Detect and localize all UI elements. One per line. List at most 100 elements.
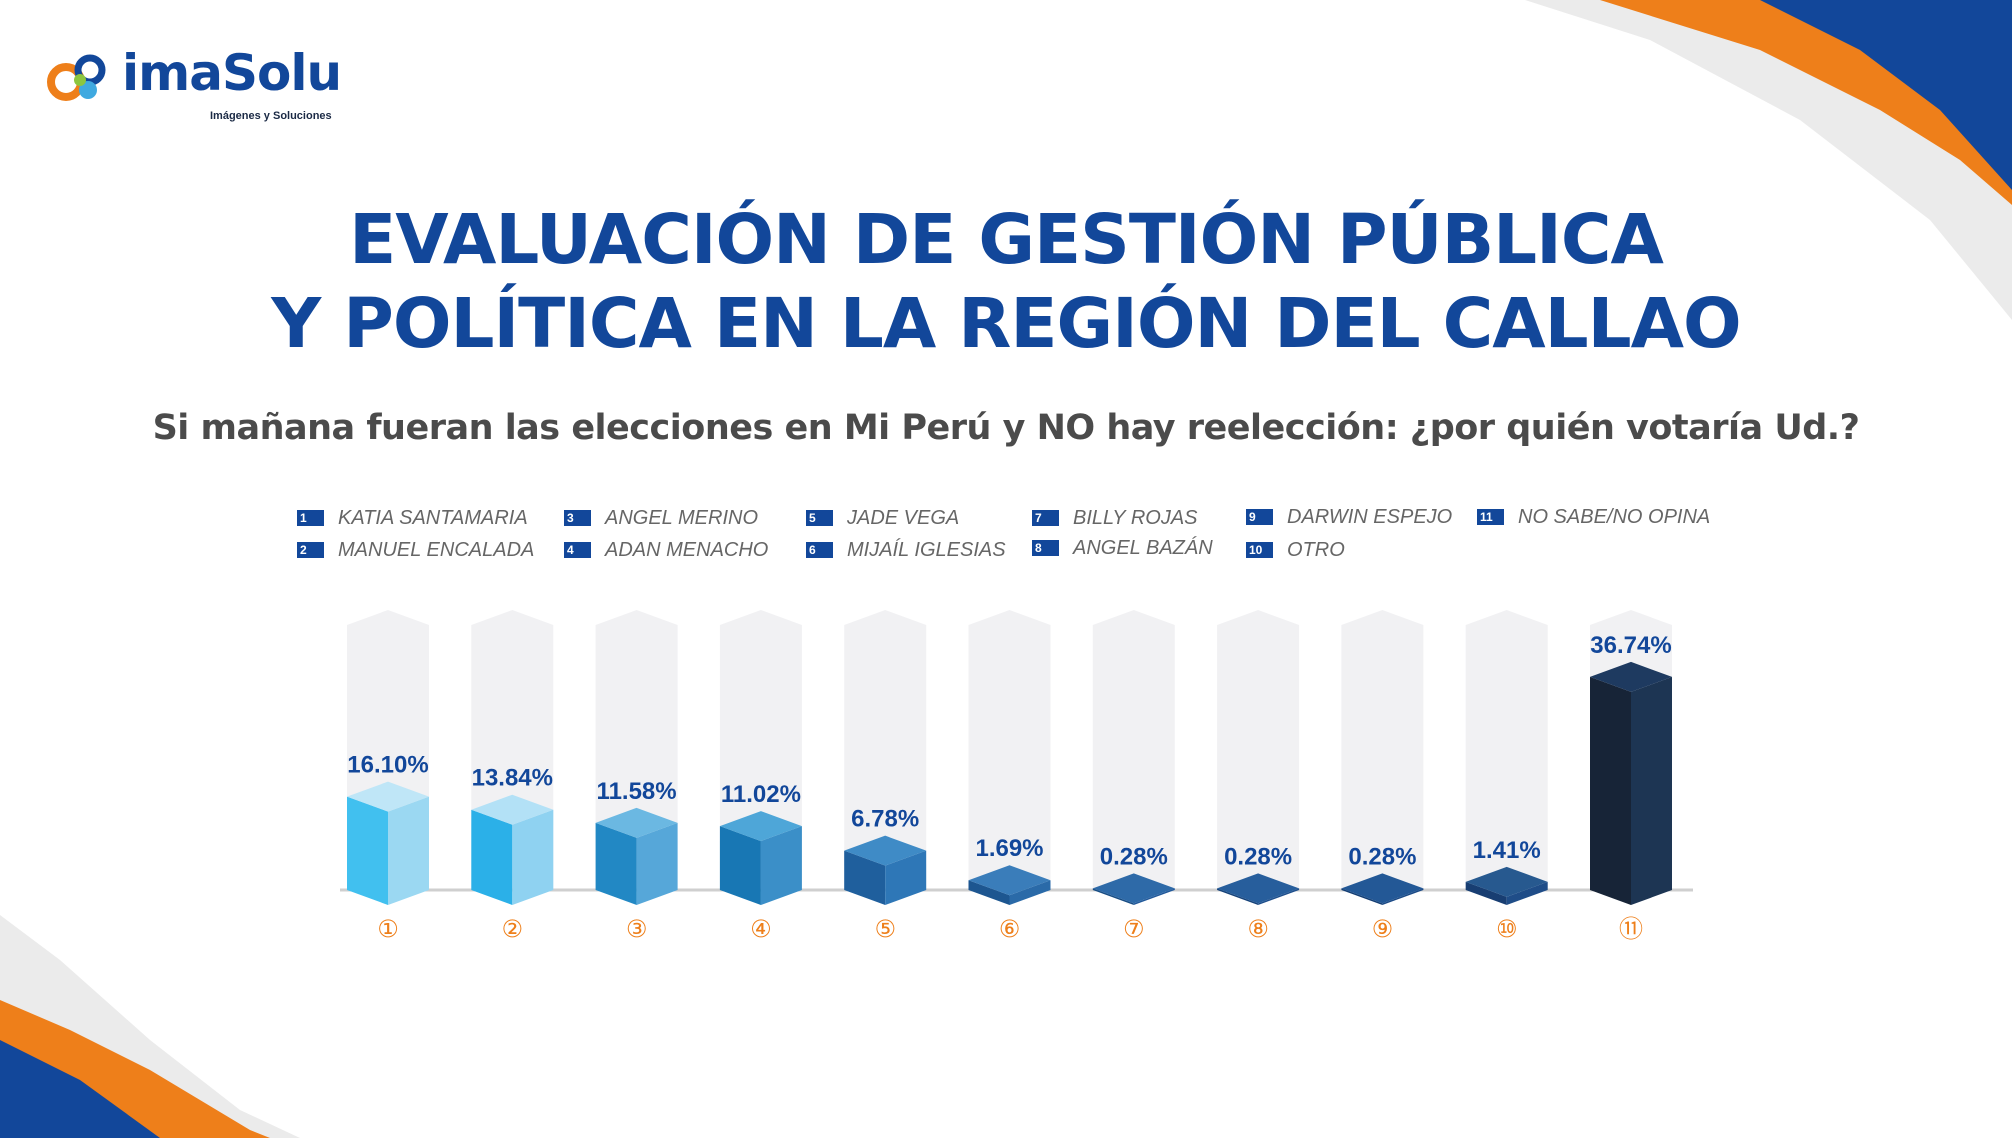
bar-front-face [1341, 888, 1383, 905]
legend-number-badge: 10 [1246, 542, 1273, 558]
bar-side-face [1009, 880, 1051, 905]
page-title: EVALUACIÓN DE GESTIÓN PÚBLICA Y POLÍTICA… [0, 198, 2012, 366]
category-label: ③ [626, 915, 648, 943]
bar-value-label: 36.74% [1590, 632, 1671, 659]
category-label: ② [502, 915, 524, 943]
bar-front-face [595, 822, 637, 905]
category-label: ⑤ [874, 915, 896, 943]
legend-item: 8 ANGEL BAZÁN [1032, 537, 1213, 559]
legend-label: OTRO [1287, 538, 1345, 561]
bar-top-face [347, 781, 429, 812]
bar-side-face [636, 822, 678, 905]
legend-number-badge: 5 [806, 510, 833, 526]
bar-front-face [1590, 676, 1631, 905]
legend-label: BILLY ROJAS [1073, 506, 1198, 529]
category-label: ⑩ [1496, 915, 1518, 943]
bar-side-face [512, 809, 554, 905]
bar-value-label: 0.28% [1100, 843, 1168, 870]
bar-front-face [347, 796, 388, 905]
legend-label: KATIA SANTAMARIA [338, 506, 528, 529]
title-line-1: EVALUACIÓN DE GESTIÓN PÚBLICA [349, 200, 1664, 280]
legend-number-badge: 9 [1246, 509, 1273, 525]
legend-item: 6 MIJAÍL IGLESIAS [806, 539, 1006, 561]
legend-number-badge: 3 [564, 510, 591, 526]
bar-front-face [1217, 888, 1259, 905]
bar-value-label: 13.84% [472, 765, 553, 792]
bar-front-face [1465, 881, 1507, 905]
legend-item: 9 DARWIN ESPEJO [1246, 506, 1452, 528]
top-right-orange-swoosh [1600, 0, 2012, 205]
legend-number-badge: 7 [1032, 510, 1059, 526]
bar-side-face [1506, 881, 1548, 905]
legend-item: 1 KATIA SANTAMARIA [297, 507, 528, 529]
title-line-2: Y POLÍTICA EN LA REGIÓN DEL CALLAO [271, 284, 1741, 364]
bar-value-label: 1.41% [1473, 837, 1541, 864]
bar-side-face [388, 796, 429, 905]
legend-item: 11 NO SABE/NO OPINA [1477, 506, 1710, 528]
brand-logo: imaSolu Imágenes y Soluciones [44, 40, 364, 130]
bottom-left-blue-swoosh [0, 1040, 160, 1138]
bar-top-face [1341, 873, 1424, 904]
bar-top-face [844, 835, 927, 866]
bar-top-face [1590, 661, 1672, 692]
bar-value-label: 16.10% [347, 752, 428, 779]
bar-value-label: 6.78% [851, 806, 919, 833]
bar-value-label: 1.69% [975, 835, 1043, 862]
bar-track [968, 610, 1051, 890]
logo-wordmark: imaSolu [122, 44, 342, 102]
legend-label: MIJAÍL IGLESIAS [847, 538, 1006, 561]
bar-top-face [1092, 873, 1175, 904]
bar-value-label: 0.28% [1348, 843, 1416, 870]
bar-side-face [1258, 888, 1300, 905]
bar-front-face [968, 880, 1010, 905]
category-label: ⑨ [1372, 915, 1394, 943]
bar-side-face [760, 826, 802, 905]
bar-top-face [595, 807, 678, 838]
category-label: ⑪ [1619, 915, 1643, 943]
legend-number-badge: 8 [1032, 540, 1059, 556]
legend-number-badge: 1 [297, 510, 324, 526]
bar-track [1217, 610, 1300, 890]
bar-side-face [885, 850, 927, 905]
bar-value-label: 11.02% [721, 781, 801, 808]
legend-number-badge: 11 [1477, 509, 1504, 525]
category-label: ⑥ [999, 915, 1021, 943]
legend-label: MANUEL ENCALADA [338, 538, 535, 561]
legend-label: JADE VEGA [847, 506, 960, 529]
legend-item: 10 OTRO [1246, 539, 1345, 561]
category-label: ④ [750, 915, 772, 943]
bar-front-face [471, 809, 513, 905]
legend-item: 3 ANGEL MERINO [564, 507, 758, 529]
top-right-gray-swoosh [1525, 0, 2012, 320]
bar-top-face [471, 794, 554, 825]
legend-item: 4 ADAN MENACHO [564, 539, 768, 561]
bar-track [1092, 610, 1175, 890]
bar-top-face [1217, 873, 1300, 904]
category-label: ⑦ [1123, 915, 1145, 943]
bar-top-face [719, 811, 802, 842]
legend-item: 5 JADE VEGA [806, 507, 959, 529]
bar-side-face [1133, 888, 1175, 905]
legend-number-badge: 2 [297, 542, 324, 558]
legend-label: ANGEL MERINO [605, 506, 758, 529]
category-label: ⑧ [1247, 915, 1269, 943]
logo-tagline: Imágenes y Soluciones [210, 110, 332, 122]
bar-track [844, 610, 927, 890]
bar-front-face [1092, 888, 1134, 905]
bar-top-face [968, 865, 1051, 896]
bar-value-label: 11.58% [597, 778, 677, 805]
bar-front-face [719, 826, 761, 905]
legend-label: DARWIN ESPEJO [1287, 505, 1453, 528]
chart-question: Si mañana fueran las elecciones en Mi Pe… [152, 408, 1860, 448]
bar-top-face [1465, 866, 1548, 897]
bar-side-face [1382, 888, 1424, 905]
bar-side-face [1631, 676, 1672, 905]
bar-track [1465, 610, 1548, 890]
bar-front-face [844, 850, 886, 905]
legend-label: ADAN MENACHO [605, 538, 769, 561]
legend-number-badge: 6 [806, 542, 833, 558]
legend-item: 7 BILLY ROJAS [1032, 507, 1198, 529]
bar-value-label: 0.28% [1224, 843, 1292, 870]
legend-label: ANGEL BAZÁN [1073, 536, 1213, 559]
